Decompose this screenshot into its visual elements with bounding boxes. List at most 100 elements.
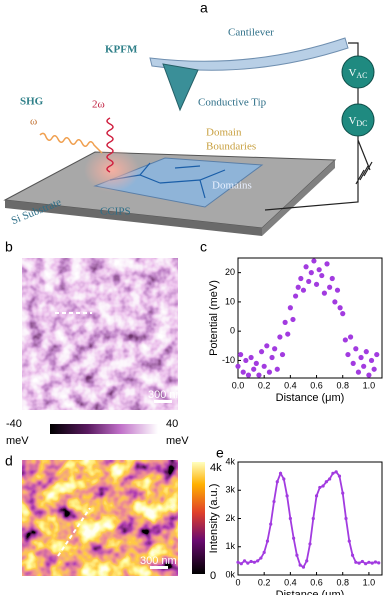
y-tick-label: 4k <box>225 456 235 466</box>
shg-map <box>22 460 178 576</box>
y-tick-label: 3k <box>225 485 235 495</box>
subscript: DC <box>356 119 367 128</box>
y-axis-label: Potential (meV) <box>208 280 220 356</box>
point <box>340 311 346 317</box>
marker <box>301 565 306 569</box>
x-tick-label: 0 <box>235 577 240 587</box>
point <box>311 258 317 264</box>
x-tick-label: 0.4 <box>284 380 297 390</box>
marker <box>282 477 286 481</box>
marker <box>311 516 315 521</box>
x-tick-label: 0.6 <box>310 577 323 587</box>
marker <box>344 516 348 521</box>
y-tick-label: 2k <box>225 513 235 523</box>
subscript: AC <box>356 71 367 80</box>
point <box>374 351 380 358</box>
point <box>274 366 280 372</box>
point <box>285 331 291 337</box>
x-tick-label: 0.0 <box>232 380 245 390</box>
point <box>342 337 348 343</box>
colorbar <box>192 462 205 574</box>
point <box>363 349 369 355</box>
y-tick-label: 20 <box>225 267 235 277</box>
colorbar-unit: meV <box>6 435 29 447</box>
point <box>269 354 275 361</box>
point <box>358 354 364 361</box>
y-tick-label: 0k <box>225 569 235 579</box>
panel-letter: e <box>216 445 224 461</box>
y-tick-label: 0 <box>230 326 235 336</box>
domains-label: Domains <box>212 180 252 192</box>
marker <box>357 561 361 565</box>
tip <box>162 63 199 112</box>
point <box>366 372 372 378</box>
y-tick-label: 10 <box>225 296 235 306</box>
panel-letter: a <box>200 0 208 16</box>
point <box>258 349 265 355</box>
point <box>298 275 304 282</box>
point <box>256 372 262 378</box>
x-tick-label: 0.6 <box>310 380 323 390</box>
marker <box>328 477 332 481</box>
scale-label: 300 nm <box>148 389 185 401</box>
marker <box>295 553 299 557</box>
x-axis-label: Distance (μm) <box>276 589 345 595</box>
two-omega-label: 2ω <box>92 99 105 111</box>
point <box>279 351 286 358</box>
point <box>277 334 283 340</box>
substrate-side <box>5 200 262 236</box>
point <box>329 275 335 282</box>
symbol: V <box>348 67 356 79</box>
point <box>303 264 309 270</box>
marker <box>275 480 279 484</box>
point <box>235 363 241 369</box>
kpfm-map <box>22 258 178 410</box>
marker <box>364 562 368 566</box>
marker <box>331 471 335 475</box>
x-axis-label: Distance (μm) <box>276 392 345 404</box>
point <box>251 366 257 372</box>
point <box>287 305 293 311</box>
x-tick-label: 1.0 <box>363 577 376 587</box>
point <box>295 284 301 290</box>
x-tick-label: 0.4 <box>284 577 297 587</box>
cantilever-label: Cantilever <box>228 27 274 39</box>
point <box>290 316 296 323</box>
point <box>293 293 299 299</box>
point <box>253 360 259 366</box>
scale-label: 300 nm <box>140 555 177 567</box>
point <box>327 284 333 290</box>
point <box>308 270 314 276</box>
point <box>350 360 356 366</box>
marker <box>305 559 309 563</box>
marker <box>367 560 371 564</box>
domain-walls <box>109 162 226 199</box>
point <box>371 366 377 372</box>
vdc-label: VDC <box>348 115 367 128</box>
x-tick-label: 0.2 <box>258 577 271 587</box>
vac-label: VAC <box>348 67 367 80</box>
point <box>243 357 249 364</box>
point <box>264 343 270 349</box>
panel-letter: d <box>5 453 13 469</box>
marker <box>269 522 273 526</box>
marker <box>370 561 374 565</box>
point <box>324 261 330 267</box>
point <box>266 369 273 375</box>
x-tick-label: 0.8 <box>336 577 349 587</box>
marker <box>288 516 292 521</box>
marker <box>324 480 328 484</box>
point <box>332 299 338 305</box>
marker <box>239 562 243 566</box>
marker <box>292 536 296 540</box>
marker <box>265 539 270 543</box>
marker <box>360 559 364 564</box>
marker <box>259 556 263 560</box>
omega-label: ω <box>30 116 37 128</box>
point <box>248 354 254 361</box>
point <box>368 357 375 364</box>
point <box>238 351 244 358</box>
marker <box>373 560 378 564</box>
x-tick-label: 0.2 <box>258 380 271 390</box>
y-axis-label: Intensity (a.u.) <box>208 484 220 554</box>
